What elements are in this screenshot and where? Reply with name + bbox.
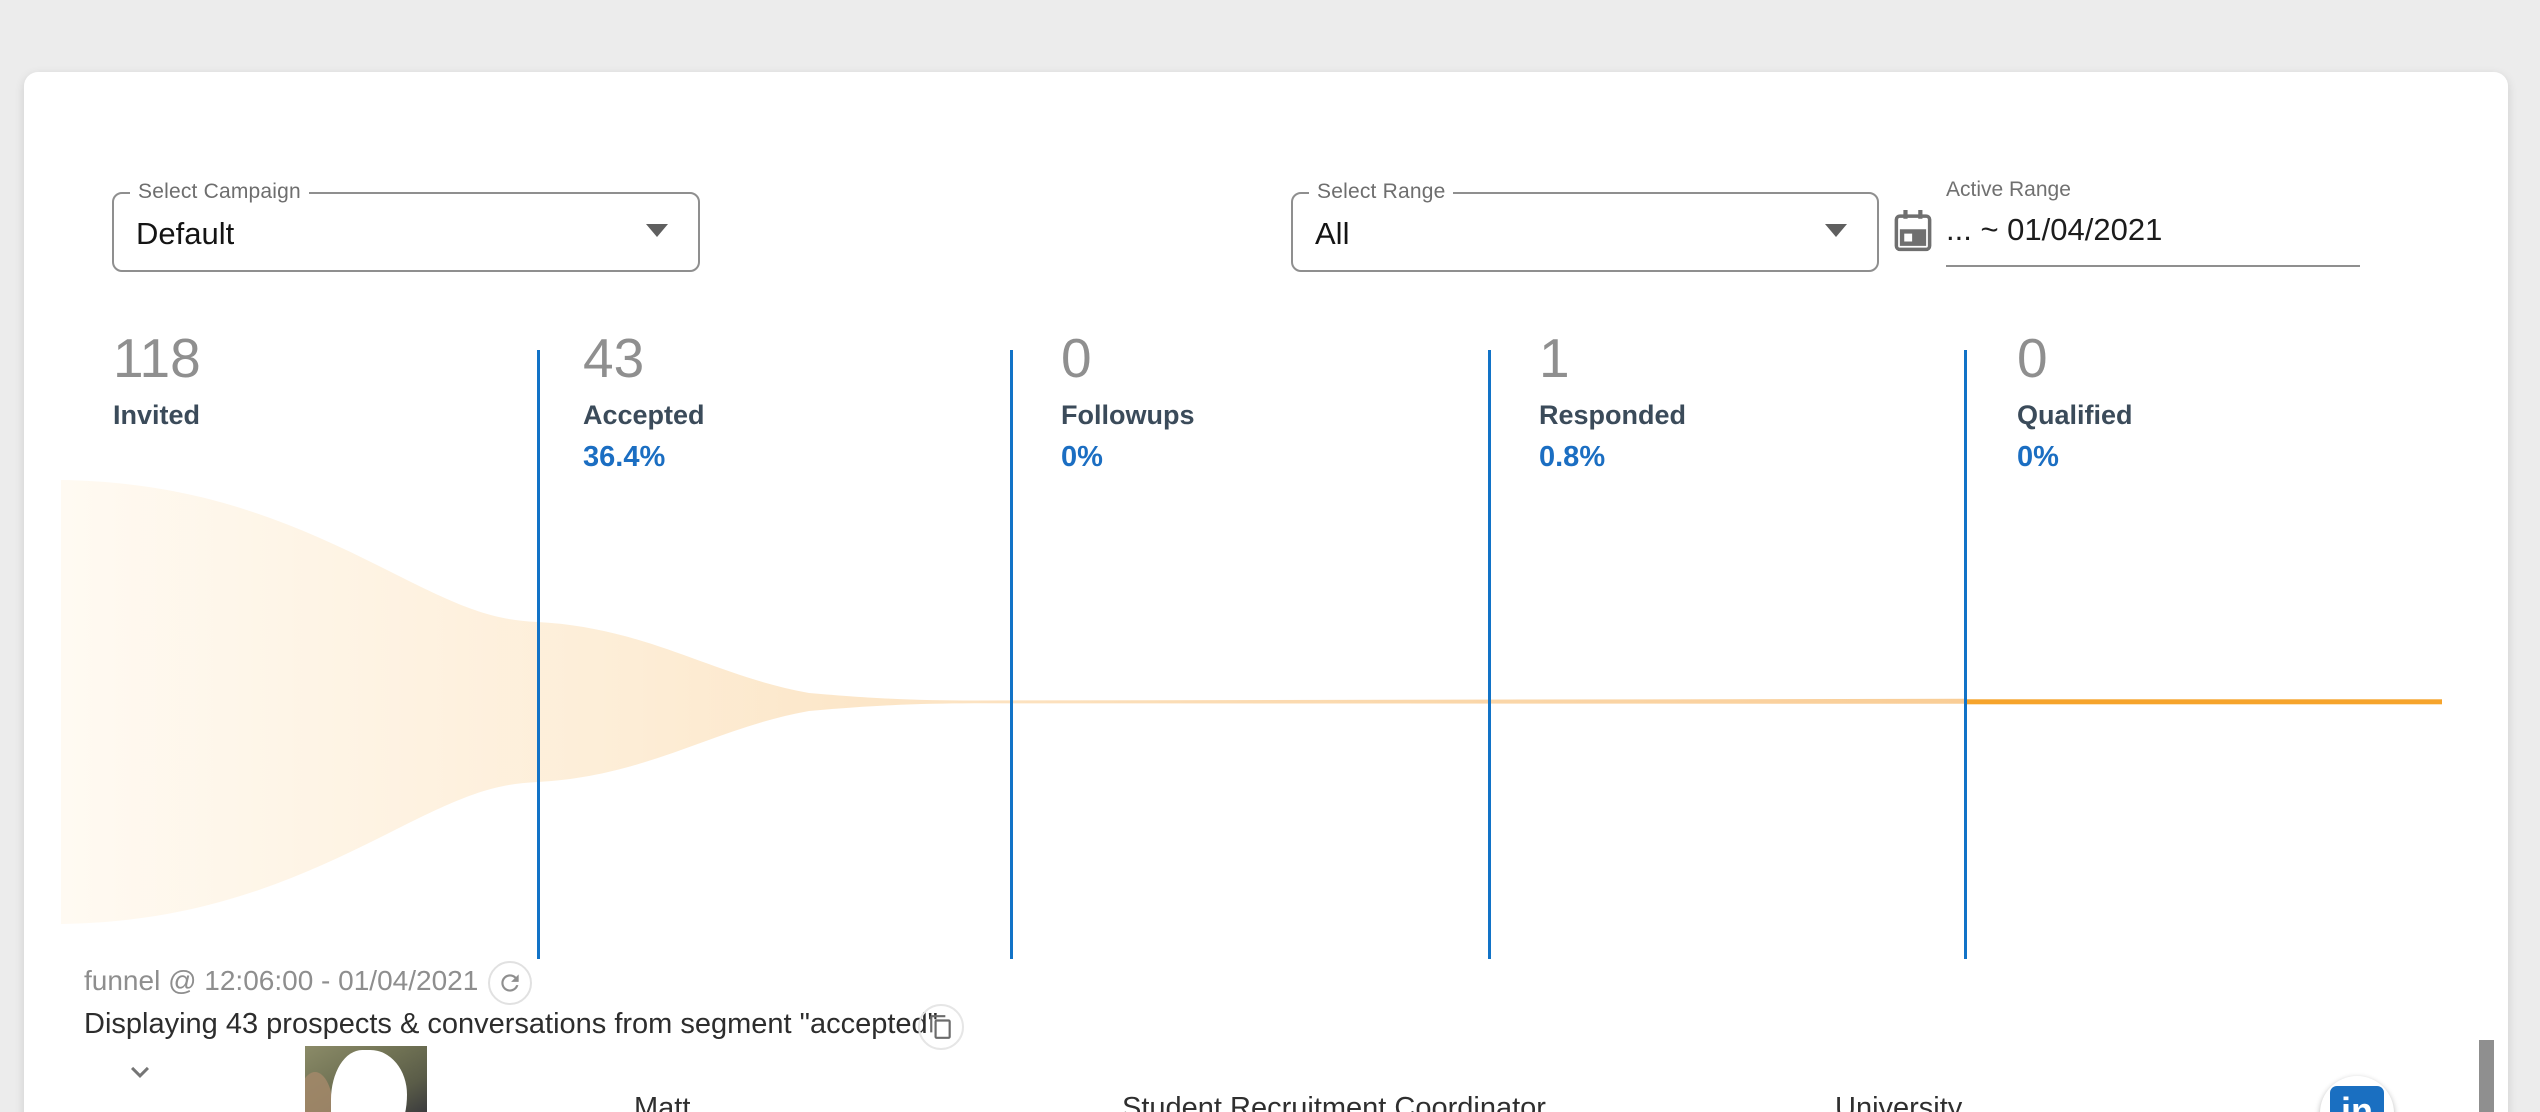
prospect-company: University xyxy=(1835,1092,1963,1112)
campaign-select[interactable]: Select Campaign Default xyxy=(112,180,700,272)
copy-button[interactable] xyxy=(918,1004,964,1050)
linkedin-button[interactable]: in xyxy=(2320,1076,2394,1112)
stat-count: 0 xyxy=(1061,327,1092,389)
stat-percent: 0% xyxy=(1061,441,1103,473)
avatar-photo xyxy=(305,1046,427,1112)
chevron-down-icon xyxy=(1825,224,1847,237)
dashboard-card: Select Campaign Default Select Range All… xyxy=(24,72,2508,1112)
stat-count: 1 xyxy=(1539,327,1570,389)
funnel-stage-qualified: 0 Qualified 0% xyxy=(2017,330,2417,472)
range-select-value: All xyxy=(1315,216,1350,251)
funnel-stage-responded: 1 Responded 0.8% xyxy=(1539,330,1939,472)
stat-percent: 0.8% xyxy=(1539,441,1606,473)
active-range-field[interactable]: Active Range ... ~ 01/04/2021 xyxy=(1946,178,2360,267)
active-range-underline xyxy=(1946,265,2360,267)
stat-label: Invited xyxy=(113,400,201,430)
stage-separator xyxy=(1010,350,1013,959)
funnel-caption: funnel @ 12:06:00 - 01/04/2021 xyxy=(84,965,479,996)
stat-count: 43 xyxy=(583,327,645,389)
active-range-value: ... ~ 01/04/2021 xyxy=(1946,212,2163,247)
calendar-button[interactable] xyxy=(1890,208,1936,256)
photo-background xyxy=(305,1072,333,1112)
range-select-label: Select Range xyxy=(1309,180,1454,204)
scrollbar-thumb[interactable] xyxy=(2479,1040,2494,1112)
active-range-label: Active Range xyxy=(1946,178,2071,201)
stage-separator xyxy=(537,350,540,959)
range-select[interactable]: Select Range All xyxy=(1291,180,1879,272)
funnel-stage-invited: 118 Invited xyxy=(113,330,513,442)
prospect-name: Matt xyxy=(634,1092,691,1112)
stat-count: 118 xyxy=(113,327,201,389)
funnel-band xyxy=(61,480,1966,924)
funnel-chart xyxy=(61,480,2442,924)
stage-separator xyxy=(1488,350,1491,959)
stat-label: Followups xyxy=(1061,400,1195,430)
funnel-stage-accepted: 43 Accepted 36.4% xyxy=(583,330,983,472)
prospect-title: Student Recruitment Coordinator xyxy=(1122,1092,1546,1112)
stat-label: Responded xyxy=(1539,400,1687,430)
expand-row-button[interactable] xyxy=(122,1054,158,1095)
calendar-icon xyxy=(1894,210,1932,252)
copy-icon xyxy=(930,1015,951,1039)
stat-label: Qualified xyxy=(2017,400,2133,430)
refresh-button[interactable] xyxy=(488,961,532,1005)
funnel-stage-followups: 0 Followups 0% xyxy=(1061,330,1461,472)
stage-separator xyxy=(1964,350,1967,959)
stat-percent: 0% xyxy=(2017,441,2059,473)
funnel-tail-line xyxy=(1966,699,2442,705)
campaign-select-value: Default xyxy=(136,216,235,251)
displaying-text: Displaying 43 prospects & conversations … xyxy=(84,1008,938,1040)
stat-count: 0 xyxy=(2017,327,2048,389)
chevron-down-icon xyxy=(131,1066,149,1078)
campaign-select-label: Select Campaign xyxy=(130,180,309,204)
redaction-blob xyxy=(331,1050,407,1112)
stat-percent: 36.4% xyxy=(583,441,666,473)
stat-label: Accepted xyxy=(583,400,705,430)
linkedin-icon: in xyxy=(2330,1086,2384,1112)
refresh-icon xyxy=(501,974,519,992)
prospect-row[interactable]: Matt Student Recruitment Coordinator Uni… xyxy=(48,1034,2478,1112)
chevron-down-icon xyxy=(646,224,668,237)
